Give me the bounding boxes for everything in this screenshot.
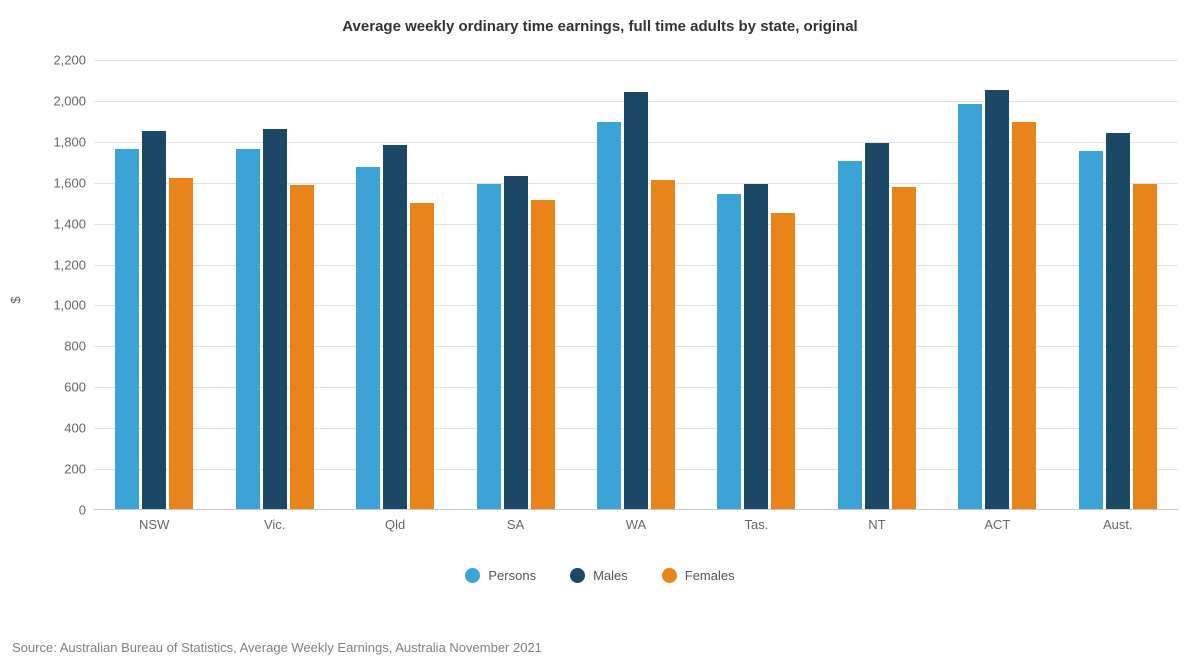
bar [985,90,1009,509]
bar [744,184,768,509]
bar [169,178,193,509]
bar-group: Aust. [1079,133,1157,509]
legend-label: Females [685,568,735,583]
bar-group: NSW [115,131,193,509]
bar [892,187,916,509]
y-tick-label: 2,000 [53,93,86,108]
legend: Persons Males Females [0,568,1200,583]
bar [1133,184,1157,509]
bar-group: SA [477,176,555,509]
bar [1012,122,1036,509]
x-tick-label: NT [868,517,885,532]
x-tick-label: Qld [385,517,405,532]
y-tick-label: 800 [64,339,86,354]
bar [115,149,139,509]
bar-group: Vic. [236,129,314,509]
legend-swatch [662,568,677,583]
bar [771,213,795,509]
x-tick-label: Aust. [1103,517,1133,532]
legend-item: Persons [465,568,536,583]
bar [865,143,889,509]
y-tick-label: 400 [64,421,86,436]
y-tick-label: 1,800 [53,134,86,149]
bar [290,185,314,509]
y-tick-label: 0 [79,503,86,518]
x-tick-label: WA [626,517,646,532]
y-tick-label: 2,200 [53,53,86,68]
x-tick-label: ACT [984,517,1010,532]
bar [838,161,862,509]
bar [477,184,501,509]
legend-item: Females [662,568,735,583]
y-tick-label: 1,400 [53,216,86,231]
bar [1106,133,1130,509]
bar [142,131,166,509]
bar [531,200,555,509]
legend-item: Males [570,568,628,583]
bar-group: Tas. [717,184,795,509]
legend-label: Males [593,568,628,583]
y-tick-label: 200 [64,462,86,477]
bar [356,167,380,509]
x-tick-label: SA [507,517,524,532]
y-axis-label: $ [8,296,23,303]
bar-group: WA [597,92,675,509]
legend-swatch [570,568,585,583]
bar [236,149,260,509]
bar [597,122,621,509]
source-text: Source: Australian Bureau of Statistics,… [12,640,542,655]
chart-title: Average weekly ordinary time earnings, f… [0,0,1200,45]
bar [958,104,982,509]
bar-group: Qld [356,145,434,509]
bar [263,129,287,509]
bar-group: NT [838,143,916,509]
gridline [94,60,1178,61]
bar-group: ACT [958,90,1036,509]
plot-area: 02004006008001,0001,2001,4001,6001,8002,… [94,60,1178,510]
bar [504,176,528,509]
y-tick-label: 1,200 [53,257,86,272]
x-tick-label: Vic. [264,517,285,532]
y-tick-label: 1,600 [53,175,86,190]
chart-area: $ 02004006008001,0001,2001,4001,6001,800… [48,60,1178,540]
bar [1079,151,1103,509]
x-tick-label: NSW [139,517,169,532]
bar [717,194,741,509]
bar [383,145,407,509]
bar [651,180,675,509]
y-tick-label: 600 [64,380,86,395]
x-tick-label: Tas. [745,517,769,532]
legend-swatch [465,568,480,583]
bar [624,92,648,509]
legend-label: Persons [488,568,536,583]
bar [410,203,434,509]
y-tick-label: 1,000 [53,298,86,313]
